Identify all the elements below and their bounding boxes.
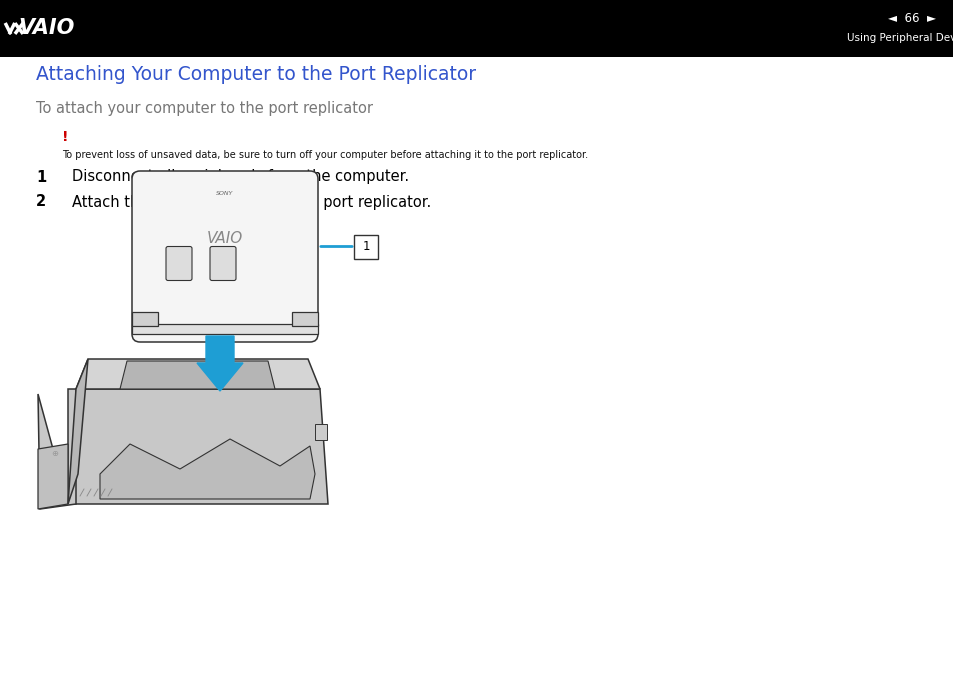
FancyArrow shape — [196, 336, 243, 391]
Text: 2: 2 — [36, 195, 46, 210]
Text: SONY: SONY — [216, 191, 233, 196]
Text: ◄  66  ►: ◄ 66 ► — [887, 11, 935, 24]
Text: !: ! — [62, 130, 69, 144]
Text: Attach the guide holder (1) to the port replicator.: Attach the guide holder (1) to the port … — [71, 195, 431, 210]
Polygon shape — [100, 439, 314, 499]
Polygon shape — [68, 359, 88, 504]
Polygon shape — [120, 361, 274, 389]
Polygon shape — [38, 444, 68, 509]
Bar — [132, 324, 317, 334]
Text: Disconnect all peripherals from the computer.: Disconnect all peripherals from the comp… — [71, 169, 409, 185]
FancyBboxPatch shape — [210, 247, 235, 280]
Text: ⊕: ⊕ — [51, 450, 58, 458]
Polygon shape — [76, 359, 319, 389]
Text: VAIO: VAIO — [207, 231, 243, 246]
Polygon shape — [292, 312, 317, 326]
FancyBboxPatch shape — [354, 235, 377, 259]
FancyBboxPatch shape — [166, 247, 192, 280]
FancyBboxPatch shape — [132, 171, 317, 342]
FancyBboxPatch shape — [314, 424, 327, 440]
Text: Using Peripheral Devices: Using Peripheral Devices — [846, 33, 953, 43]
Text: VAIO: VAIO — [18, 18, 74, 38]
Text: 1: 1 — [362, 240, 370, 253]
Text: Attaching Your Computer to the Port Replicator: Attaching Your Computer to the Port Repl… — [36, 65, 476, 84]
Text: To attach your computer to the port replicator: To attach your computer to the port repl… — [36, 102, 373, 117]
Text: To prevent loss of unsaved data, be sure to turn off your computer before attach: To prevent loss of unsaved data, be sure… — [62, 150, 587, 160]
Bar — [0, 0, 953, 57]
Polygon shape — [38, 389, 76, 509]
Polygon shape — [68, 389, 328, 504]
Text: 1: 1 — [36, 169, 46, 185]
Polygon shape — [132, 312, 158, 326]
